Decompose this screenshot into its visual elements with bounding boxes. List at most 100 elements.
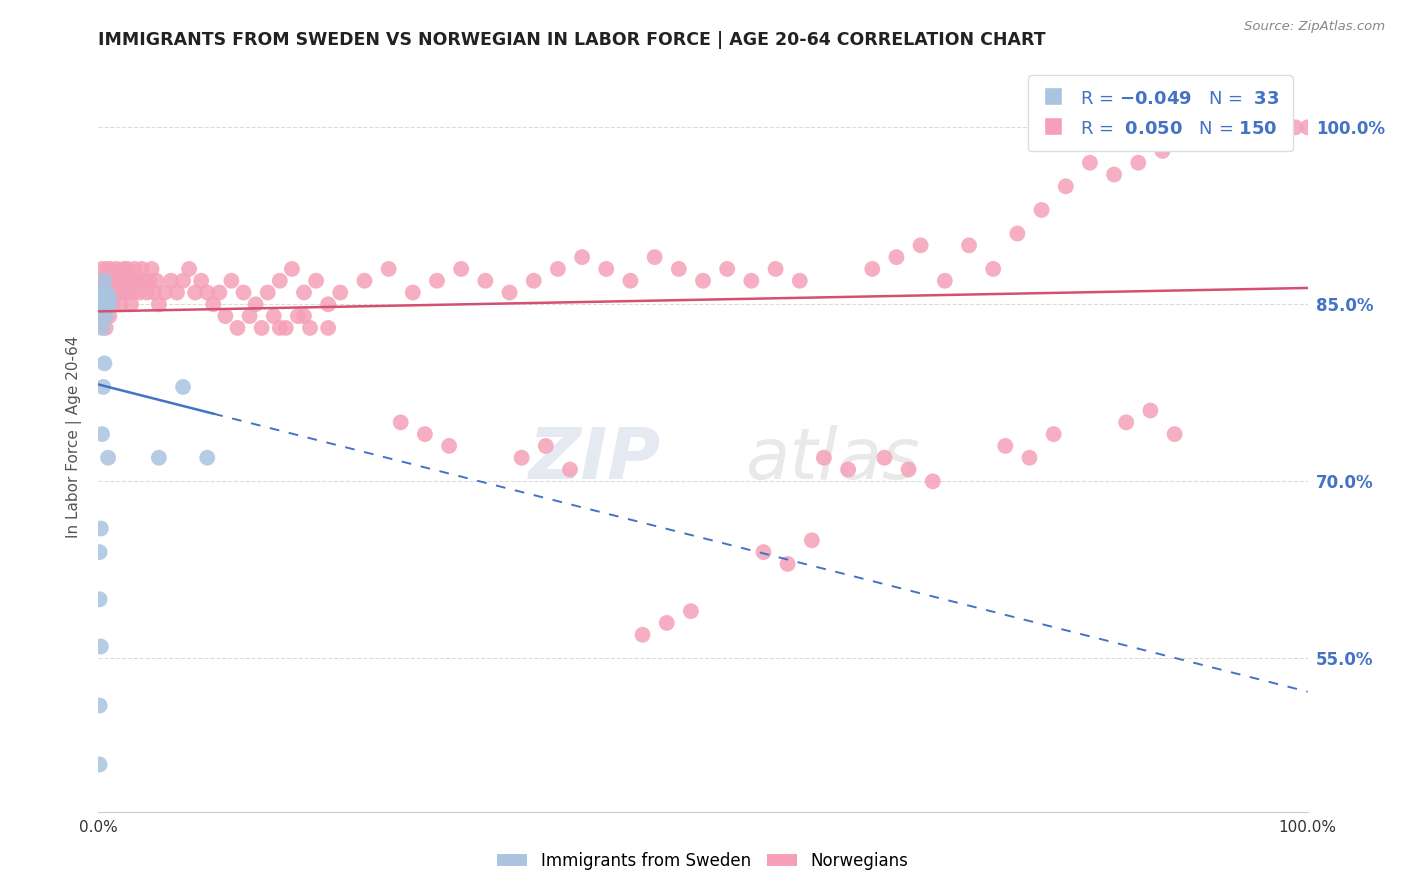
Point xyxy=(98,289,121,303)
Point xyxy=(534,439,557,453)
Point xyxy=(281,261,304,276)
Point xyxy=(1272,120,1295,135)
Text: ZIP: ZIP xyxy=(529,425,661,494)
Point xyxy=(765,261,787,276)
Point xyxy=(558,462,581,476)
Point xyxy=(91,274,114,288)
Point xyxy=(1152,144,1174,158)
Point xyxy=(93,285,115,300)
Point xyxy=(329,285,352,300)
Point xyxy=(93,356,115,370)
Point xyxy=(91,285,114,300)
Point xyxy=(1175,120,1198,135)
Point xyxy=(91,285,114,300)
Point xyxy=(93,309,115,323)
Point xyxy=(91,261,114,276)
Point xyxy=(619,274,641,288)
Point xyxy=(1223,120,1246,135)
Point xyxy=(934,274,956,288)
Point xyxy=(547,261,569,276)
Point xyxy=(89,309,111,323)
Point xyxy=(115,274,138,288)
Point xyxy=(571,250,593,264)
Point xyxy=(232,285,254,300)
Point xyxy=(679,604,702,618)
Point xyxy=(1163,427,1185,442)
Point xyxy=(97,297,120,311)
Point xyxy=(1128,155,1150,169)
Point xyxy=(1054,179,1077,194)
Point xyxy=(89,698,111,713)
Point xyxy=(1139,403,1161,417)
Point xyxy=(740,274,762,288)
Legend: Immigrants from Sweden, Norwegians: Immigrants from Sweden, Norwegians xyxy=(491,846,915,877)
Point xyxy=(981,261,1004,276)
Point xyxy=(269,274,291,288)
Point xyxy=(91,321,114,335)
Point xyxy=(692,274,714,288)
Point xyxy=(100,261,122,276)
Point xyxy=(202,297,225,311)
Point xyxy=(105,261,128,276)
Point xyxy=(124,261,146,276)
Point xyxy=(166,285,188,300)
Point xyxy=(107,285,129,300)
Point xyxy=(91,303,114,318)
Point xyxy=(117,261,139,276)
Point xyxy=(97,297,120,311)
Point xyxy=(112,261,135,276)
Point xyxy=(886,250,908,264)
Point xyxy=(122,274,145,288)
Point xyxy=(145,274,167,288)
Point xyxy=(108,297,131,311)
Point xyxy=(127,274,149,288)
Point xyxy=(128,285,150,300)
Point xyxy=(1249,120,1271,135)
Point xyxy=(98,309,121,323)
Point xyxy=(668,261,690,276)
Point xyxy=(250,321,273,335)
Point xyxy=(172,380,194,394)
Point xyxy=(91,380,114,394)
Point xyxy=(813,450,835,465)
Point xyxy=(97,450,120,465)
Point xyxy=(90,640,112,654)
Point xyxy=(143,285,166,300)
Point xyxy=(957,238,980,252)
Point xyxy=(100,274,122,288)
Point xyxy=(245,297,267,311)
Point xyxy=(1199,120,1222,135)
Point xyxy=(1078,155,1101,169)
Point xyxy=(121,285,143,300)
Point xyxy=(148,450,170,465)
Point xyxy=(135,285,157,300)
Point xyxy=(179,261,201,276)
Point xyxy=(474,274,496,288)
Point xyxy=(269,321,291,335)
Text: Source: ZipAtlas.com: Source: ZipAtlas.com xyxy=(1244,20,1385,33)
Point xyxy=(221,274,243,288)
Point xyxy=(97,274,120,288)
Point xyxy=(256,285,278,300)
Point xyxy=(353,274,375,288)
Point xyxy=(90,522,112,536)
Point xyxy=(134,274,156,288)
Point xyxy=(1260,120,1282,135)
Point xyxy=(860,261,883,276)
Point xyxy=(208,285,231,300)
Point xyxy=(160,274,183,288)
Point xyxy=(108,274,131,288)
Point xyxy=(305,274,328,288)
Legend: R = $\mathbf{-0.049}$   N =  $\mathbf{33}$, R =  $\mathbf{0.050}$   N = $\mathbf: R = $\mathbf{-0.049}$ N = $\mathbf{33}$,… xyxy=(1028,75,1292,152)
Point xyxy=(1007,227,1029,241)
Point xyxy=(94,309,117,323)
Point xyxy=(1031,202,1053,217)
Point xyxy=(91,297,114,311)
Point xyxy=(389,415,412,429)
Point xyxy=(595,261,617,276)
Point xyxy=(510,450,533,465)
Y-axis label: In Labor Force | Age 20-64: In Labor Force | Age 20-64 xyxy=(66,336,83,538)
Point xyxy=(93,274,115,288)
Point xyxy=(184,285,207,300)
Point xyxy=(100,285,122,300)
